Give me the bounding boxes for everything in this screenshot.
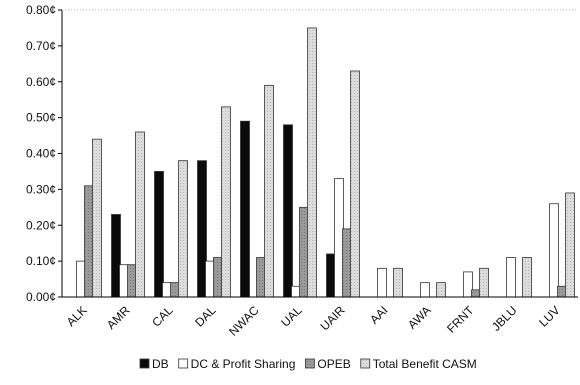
x-category-label: LUV <box>536 303 562 329</box>
bar-total-benefit-casm-nwac <box>264 84 274 298</box>
legend-label-opeb: OPEB <box>317 357 350 371</box>
legend: DB DC & Profit Sharing OPEB Total Benefit C… <box>139 357 477 371</box>
bar-total-benefit-casm-frnt <box>479 267 489 298</box>
y-tick-label: 0.60¢ <box>26 75 56 89</box>
x-category-label: FRNT <box>444 303 477 336</box>
legend-swatch-dc-profit-sharing <box>178 358 189 369</box>
bars <box>76 27 575 298</box>
bar-total-benefit-casm-uair <box>350 70 360 298</box>
legend-label-db: DB <box>152 357 169 371</box>
bar-db-cal <box>154 171 164 298</box>
y-tick-label: 0.80¢ <box>26 3 56 17</box>
x-category-label: NWAC <box>226 303 262 339</box>
bar-total-benefit-casm-jblu <box>522 257 532 298</box>
x-category-label: UAL <box>278 303 305 330</box>
bar-total-benefit-casm-dal <box>221 106 231 298</box>
legend-swatch-db <box>139 358 150 369</box>
x-category-label: AAI <box>367 303 391 327</box>
bar-total-benefit-casm-amr <box>135 131 145 298</box>
x-category-label: UAIR <box>317 303 347 333</box>
bar-total-benefit-casm-alk <box>92 138 102 298</box>
x-category-label: CAL <box>149 303 176 330</box>
x-category-label: JBLU <box>489 303 520 334</box>
bar-dc-profit-sharing-awa <box>420 282 430 298</box>
legend-swatch-total-benefit-casm <box>360 358 371 369</box>
legend-swatch-opeb <box>304 358 315 369</box>
bar-total-benefit-casm-cal <box>178 160 188 298</box>
axes <box>61 9 578 298</box>
x-category-label: AWA <box>405 303 434 332</box>
x-category-label: DAL <box>192 303 219 330</box>
x-category-label: AMR <box>104 303 133 332</box>
bar-total-benefit-casm-awa <box>436 282 446 298</box>
legend-label-total-benefit-casm: Total Benefit CASM <box>373 357 477 371</box>
y-tick-label: 0.50¢ <box>26 111 56 125</box>
y-tick-label: 0.20¢ <box>26 218 56 232</box>
bar-dc-profit-sharing-jblu <box>506 257 516 298</box>
bar-total-benefit-casm-luv <box>565 192 575 298</box>
bar-dc-profit-sharing-aai <box>377 267 387 298</box>
x-axis-categories: ALK AMR CAL DAL NWAC UAL UAIR AAI AWA FRNT JBLU LUV <box>64 303 563 339</box>
bar-dc-profit-sharing-luv <box>549 203 559 298</box>
y-tick-label: 0.70¢ <box>26 39 56 53</box>
bar-db-ual <box>283 124 293 298</box>
y-tick-label: 0.40¢ <box>26 147 56 161</box>
bar-total-benefit-casm-aai <box>393 267 403 298</box>
legend-label-dc-profit-sharing: DC & Profit Sharing <box>191 357 296 371</box>
bar-db-nwac <box>240 120 250 298</box>
y-axis-ticks: 0.00¢ 0.10¢ 0.20¢ 0.30¢ 0.40¢ 0.50¢ 0.60¢ 0.70¢… <box>26 3 62 304</box>
y-tick-label: 0.00¢ <box>26 290 56 304</box>
y-tick-label: 0.10¢ <box>26 254 56 268</box>
bar-total-benefit-casm-ual <box>307 27 317 298</box>
y-tick-label: 0.30¢ <box>26 182 56 196</box>
x-category-label: ALK <box>64 303 90 329</box>
